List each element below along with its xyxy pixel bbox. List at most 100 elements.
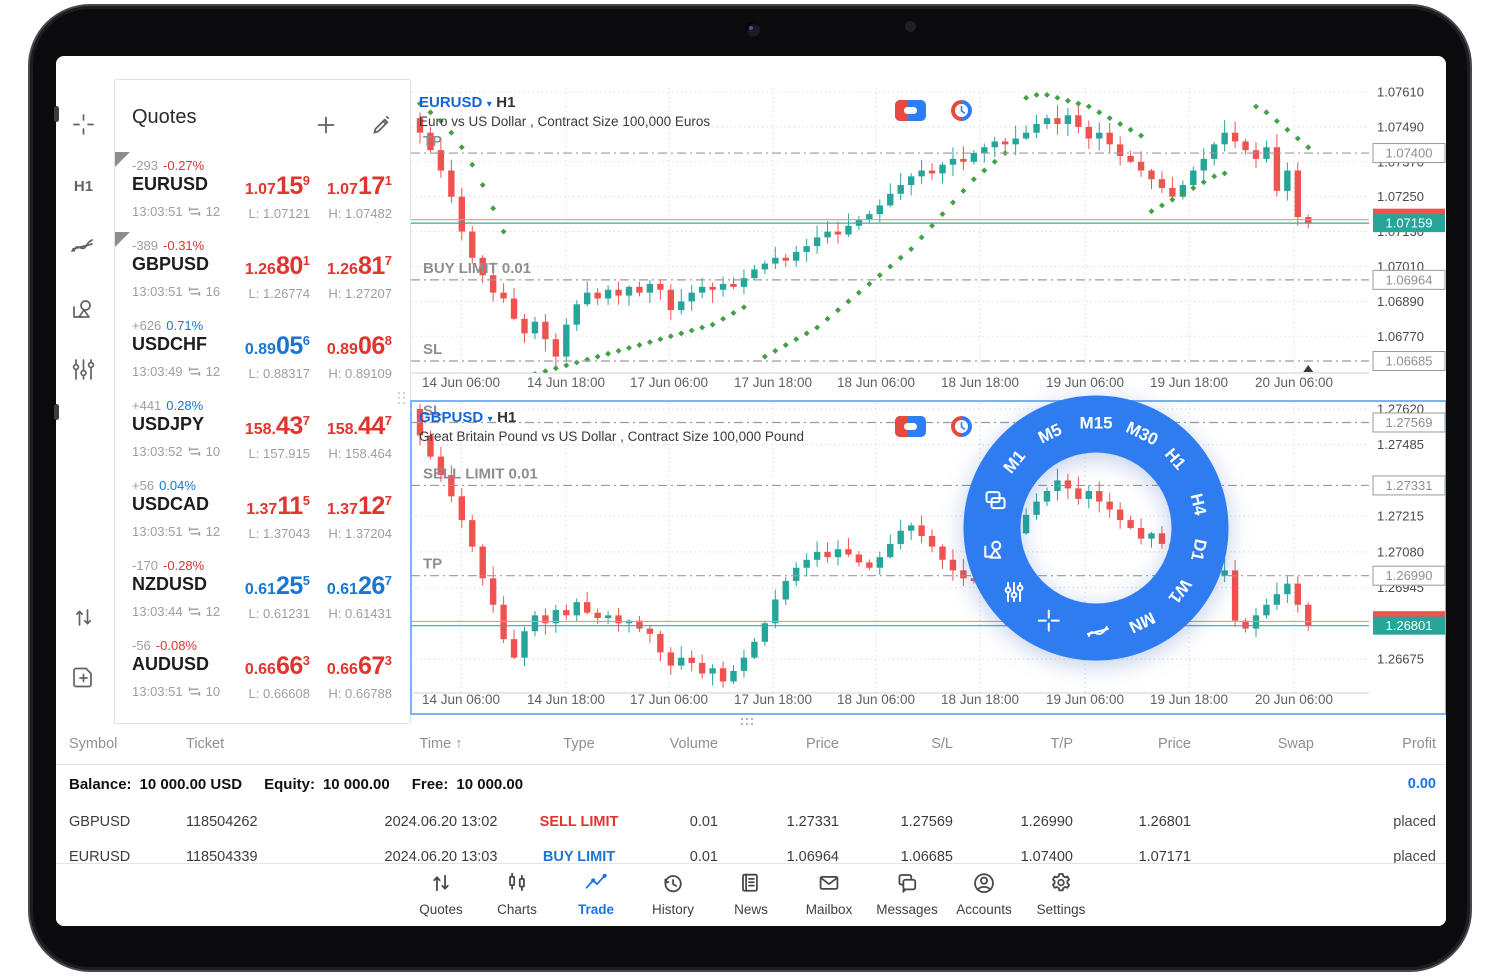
nav-settings[interactable]: Settings	[1023, 870, 1099, 917]
table-header-price[interactable]: Price	[805, 736, 839, 752]
timeframe-ring-overlay[interactable]: M1 M5 M15 M30 H1 H4 D1 W1 MN	[961, 393, 1231, 663]
nav-quotes[interactable]: Quotes	[403, 870, 479, 917]
quote-time-spread: 13:03:44 12	[132, 604, 221, 619]
quote-row-gbpusd[interactable]: -389 -0.31% GBPUSD 13:03:51 16 1.26801 1.26817…	[115, 232, 412, 312]
nav-accounts[interactable]: Accounts	[946, 870, 1022, 917]
nav-messages[interactable]: Messages	[869, 870, 945, 917]
nav-trade[interactable]: Trade	[558, 870, 634, 917]
toolbar-timeframe[interactable]: H1	[56, 164, 111, 208]
nav-news[interactable]: News	[713, 870, 789, 917]
y-axis-tick: 1.27080	[1377, 544, 1424, 559]
cell-symbol: EURUSD	[69, 849, 131, 865]
spread-icon	[188, 527, 200, 536]
nav-mailbox[interactable]: Mailbox	[791, 870, 867, 917]
quote-row-usdjpy[interactable]: +441 0.28% USDJPY 13:03:52 10 158.437 158.447 L…	[115, 392, 412, 472]
candles	[416, 102, 1312, 367]
table-header-volume[interactable]: Volume	[669, 736, 718, 752]
quote-row-usdchf[interactable]: +626 0.71% USDCHF 13:03:49 12 0.89056 0.89068 L…	[115, 312, 412, 392]
day-low: L: 0.61231	[248, 606, 310, 621]
nav-label: Mailbox	[805, 902, 853, 917]
quote-change: -56 -0.08%	[132, 638, 197, 653]
table-header-symbol[interactable]: Symbol	[69, 736, 118, 752]
cell-ticket: 118504262	[186, 814, 258, 830]
nav-charts[interactable]: Charts	[479, 870, 555, 917]
x-axis-label: 19 Jun 06:00	[1046, 375, 1124, 390]
y-axis-tick: 1.27485	[1377, 437, 1424, 452]
cell-profit: placed	[1393, 814, 1436, 830]
day-low: L: 1.26774	[248, 286, 310, 301]
total-profit: 0.00	[1407, 776, 1436, 792]
ring-sliders-icon[interactable]	[1004, 582, 1024, 603]
ring-timeframe-h4[interactable]: H4	[1187, 492, 1211, 518]
y-axis-tick: 1.06770	[1377, 329, 1424, 344]
cell-time: 2024.06.20 13:03	[384, 849, 498, 865]
table-header-profit[interactable]: Profit	[1402, 736, 1436, 752]
ask-price: 0.61267	[326, 572, 392, 600]
table-header-time[interactable]: Time ↑	[419, 736, 463, 752]
ring-timeframe-m15[interactable]: M15	[1079, 413, 1112, 432]
bottom-navigation: Quotes Charts Trade History News Mailbox Messa…	[56, 866, 1446, 926]
y-axis-tick: 1.07610	[1377, 86, 1424, 100]
settings-icon	[1052, 873, 1070, 892]
spread-icon	[188, 287, 200, 296]
ask-price: 0.89068	[326, 332, 392, 360]
day-low: L: 1.07121	[248, 206, 310, 221]
trade-updown-icon	[75, 608, 92, 626]
day-high: H: 1.07482	[328, 206, 392, 221]
level-axis-box: 1.07400	[1386, 146, 1433, 161]
day-high: H: 1.27207	[328, 286, 392, 301]
table-header-tp[interactable]: T/P	[1050, 736, 1073, 752]
quote-row-usdcad[interactable]: +56 0.04% USDCAD 13:03:51 12 1.37115 1.37127 L:…	[115, 472, 412, 552]
toolbar-new-order-icon[interactable]	[56, 655, 111, 699]
quote-change: -293 -0.27%	[132, 158, 205, 173]
table-header-price[interactable]: Price	[1157, 736, 1191, 752]
chart-resize-grip[interactable]	[741, 718, 757, 726]
quote-row-nzdusd[interactable]: -170 -0.28% NZDUSD 13:03:44 12 0.61255 0.61267…	[115, 552, 412, 632]
table-header-ticket[interactable]: Ticket	[186, 736, 225, 752]
level-label: SL	[423, 341, 442, 358]
balance-row: Balance: 10 000.00 USD Equity: 10 000.00 Fre…	[69, 776, 524, 793]
x-axis-label: 18 Jun 06:00	[837, 692, 915, 707]
table-header-type[interactable]: Type	[563, 736, 595, 752]
ring-indicator-icon[interactable]	[1086, 625, 1109, 637]
x-axis-label: 18 Jun 18:00	[941, 692, 1019, 707]
edit-quotes-button[interactable]	[370, 113, 394, 137]
ring-crosshair-icon[interactable]	[1037, 609, 1060, 632]
day-high: H: 0.66788	[328, 686, 392, 701]
level-axis-box: 1.27569	[1386, 415, 1433, 430]
bid-price: 1.07159	[244, 172, 310, 200]
ask-price: 1.37127	[326, 492, 392, 520]
ring-objects-icon[interactable]	[984, 540, 1002, 559]
spread-icon	[188, 207, 200, 216]
day-high: H: 0.89109	[328, 366, 392, 381]
order-row-gbpusd[interactable]: GBPUSD 118504262 2024.06.20 13:02 SELL LIMI…	[56, 806, 1446, 840]
divider	[56, 764, 1446, 765]
toolbar-objects-icon[interactable]	[56, 287, 111, 331]
ring-timeframe-d1[interactable]: D1	[1187, 537, 1210, 562]
toolbar-indicators-icon[interactable]	[56, 225, 111, 269]
table-header-swap[interactable]: Swap	[1277, 736, 1314, 752]
add-symbol-button[interactable]	[314, 113, 338, 137]
timeframe-label: H1	[73, 177, 94, 195]
toolbar-crosshair-icon[interactable]	[56, 102, 111, 146]
bid-price: 158.437	[244, 412, 310, 440]
quotes-resize-grip[interactable]	[398, 392, 406, 406]
toolbar-trade-updown-icon[interactable]	[56, 595, 111, 639]
table-header-sl[interactable]: S/L	[931, 736, 953, 752]
order-row-eurusd[interactable]: EURUSD 118504339 2024.06.20 13:03 BUY LIMIT…	[56, 841, 1446, 875]
ask-price: 0.66673	[326, 652, 392, 680]
quote-time-spread: 13:03:52 10	[132, 444, 221, 459]
toolbar-chart-settings-icon[interactable]	[56, 347, 111, 391]
chart-gbpusd[interactable]: SL SELL LIMIT 0.01 TP 1.27620 1.27485 1.27215…	[410, 400, 1446, 715]
quote-row-eurusd[interactable]: -293 -0.27% EURUSD 13:03:51 12 1.07159 1.07171…	[115, 152, 412, 232]
ring-copy-icon[interactable]	[985, 491, 1006, 510]
quote-row-audusd[interactable]: -56 -0.08% AUDUSD 13:03:51 10 0.66663 0.66673 L…	[115, 632, 412, 712]
side-button	[54, 404, 59, 420]
x-axis-label: 17 Jun 06:00	[630, 692, 708, 707]
quote-symbol: USDCAD	[132, 494, 210, 514]
trade-table: Symbol Ticket Time ↑ Type Volume Price S/L T/P P…	[56, 724, 1446, 865]
nav-history[interactable]: History	[635, 870, 711, 917]
spread-icon	[188, 687, 200, 696]
